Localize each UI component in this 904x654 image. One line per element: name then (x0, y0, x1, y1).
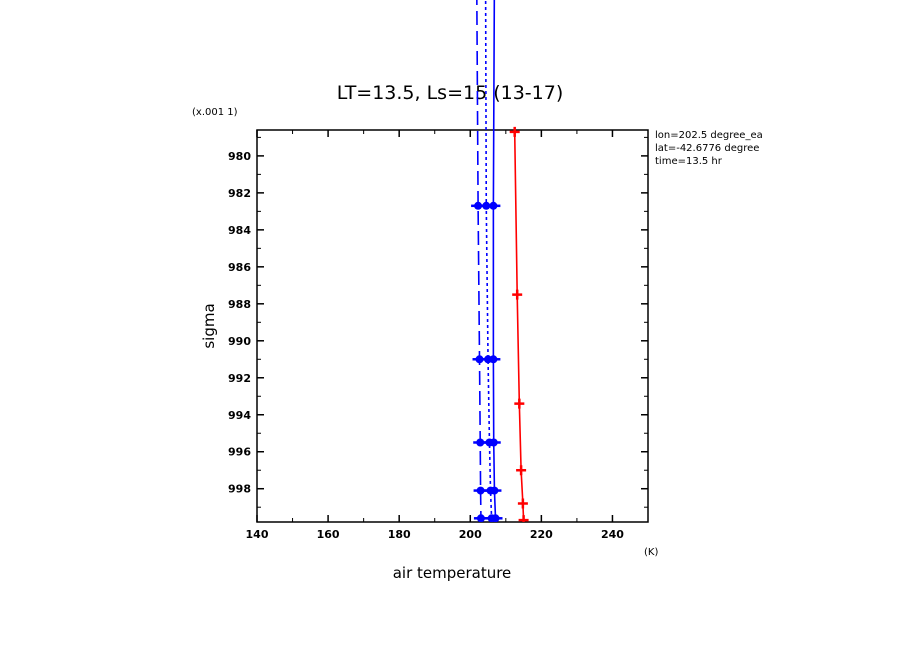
series-group (471, 0, 529, 522)
series-line-3 (476, 0, 482, 519)
data-point (509, 126, 520, 137)
x-tick-label: 200 (459, 528, 482, 541)
x-tick-label: 140 (246, 528, 269, 541)
y-tick-label: 988 (228, 298, 251, 311)
y-tick-label: 982 (228, 187, 251, 200)
data-point (518, 515, 529, 522)
series-line-2 (484, 0, 493, 519)
annotation-lat: lat=-42.6776 degree (655, 143, 759, 154)
annotation-time: time=13.5 hr (655, 156, 723, 167)
y-tick-label: 990 (228, 335, 251, 348)
y-tick-label: 980 (228, 150, 251, 163)
y-tick-label: 984 (228, 224, 251, 237)
y-tick-label: 986 (228, 261, 251, 274)
x-tick-label: 220 (530, 528, 553, 541)
y-tick-label: 992 (228, 372, 251, 385)
data-point (517, 498, 528, 509)
x-unit-label: (K) (644, 547, 658, 558)
annotation-lon: lon=202.5 degree_ea (655, 130, 763, 141)
y-tick-label: 996 (228, 446, 251, 459)
x-tick-label: 160 (317, 528, 340, 541)
y-axis-label: sigma (200, 303, 218, 348)
axes: 140 160 180 200 220 240 980 982 984 986 988 990 992 9… (228, 129, 649, 541)
y-tick-label: 998 (228, 483, 251, 496)
series-line-0 (513, 131, 525, 521)
chart-title: LT=13.5, Ls=15 (13-17) (337, 82, 564, 104)
x-tick-label: 180 (388, 528, 411, 541)
series-line-1 (492, 0, 497, 519)
x-axis-label: air temperature (393, 564, 512, 582)
data-point (516, 465, 527, 476)
y-scale-note: (x.001 1) (192, 107, 238, 118)
data-point (514, 398, 525, 409)
annotations: lon=202.5 degree_ea lat=-42.6776 degree … (655, 130, 763, 167)
plot-frame (256, 129, 649, 523)
data-point (512, 289, 523, 300)
x-tick-label: 240 (601, 528, 624, 541)
y-tick-label: 994 (228, 409, 251, 422)
